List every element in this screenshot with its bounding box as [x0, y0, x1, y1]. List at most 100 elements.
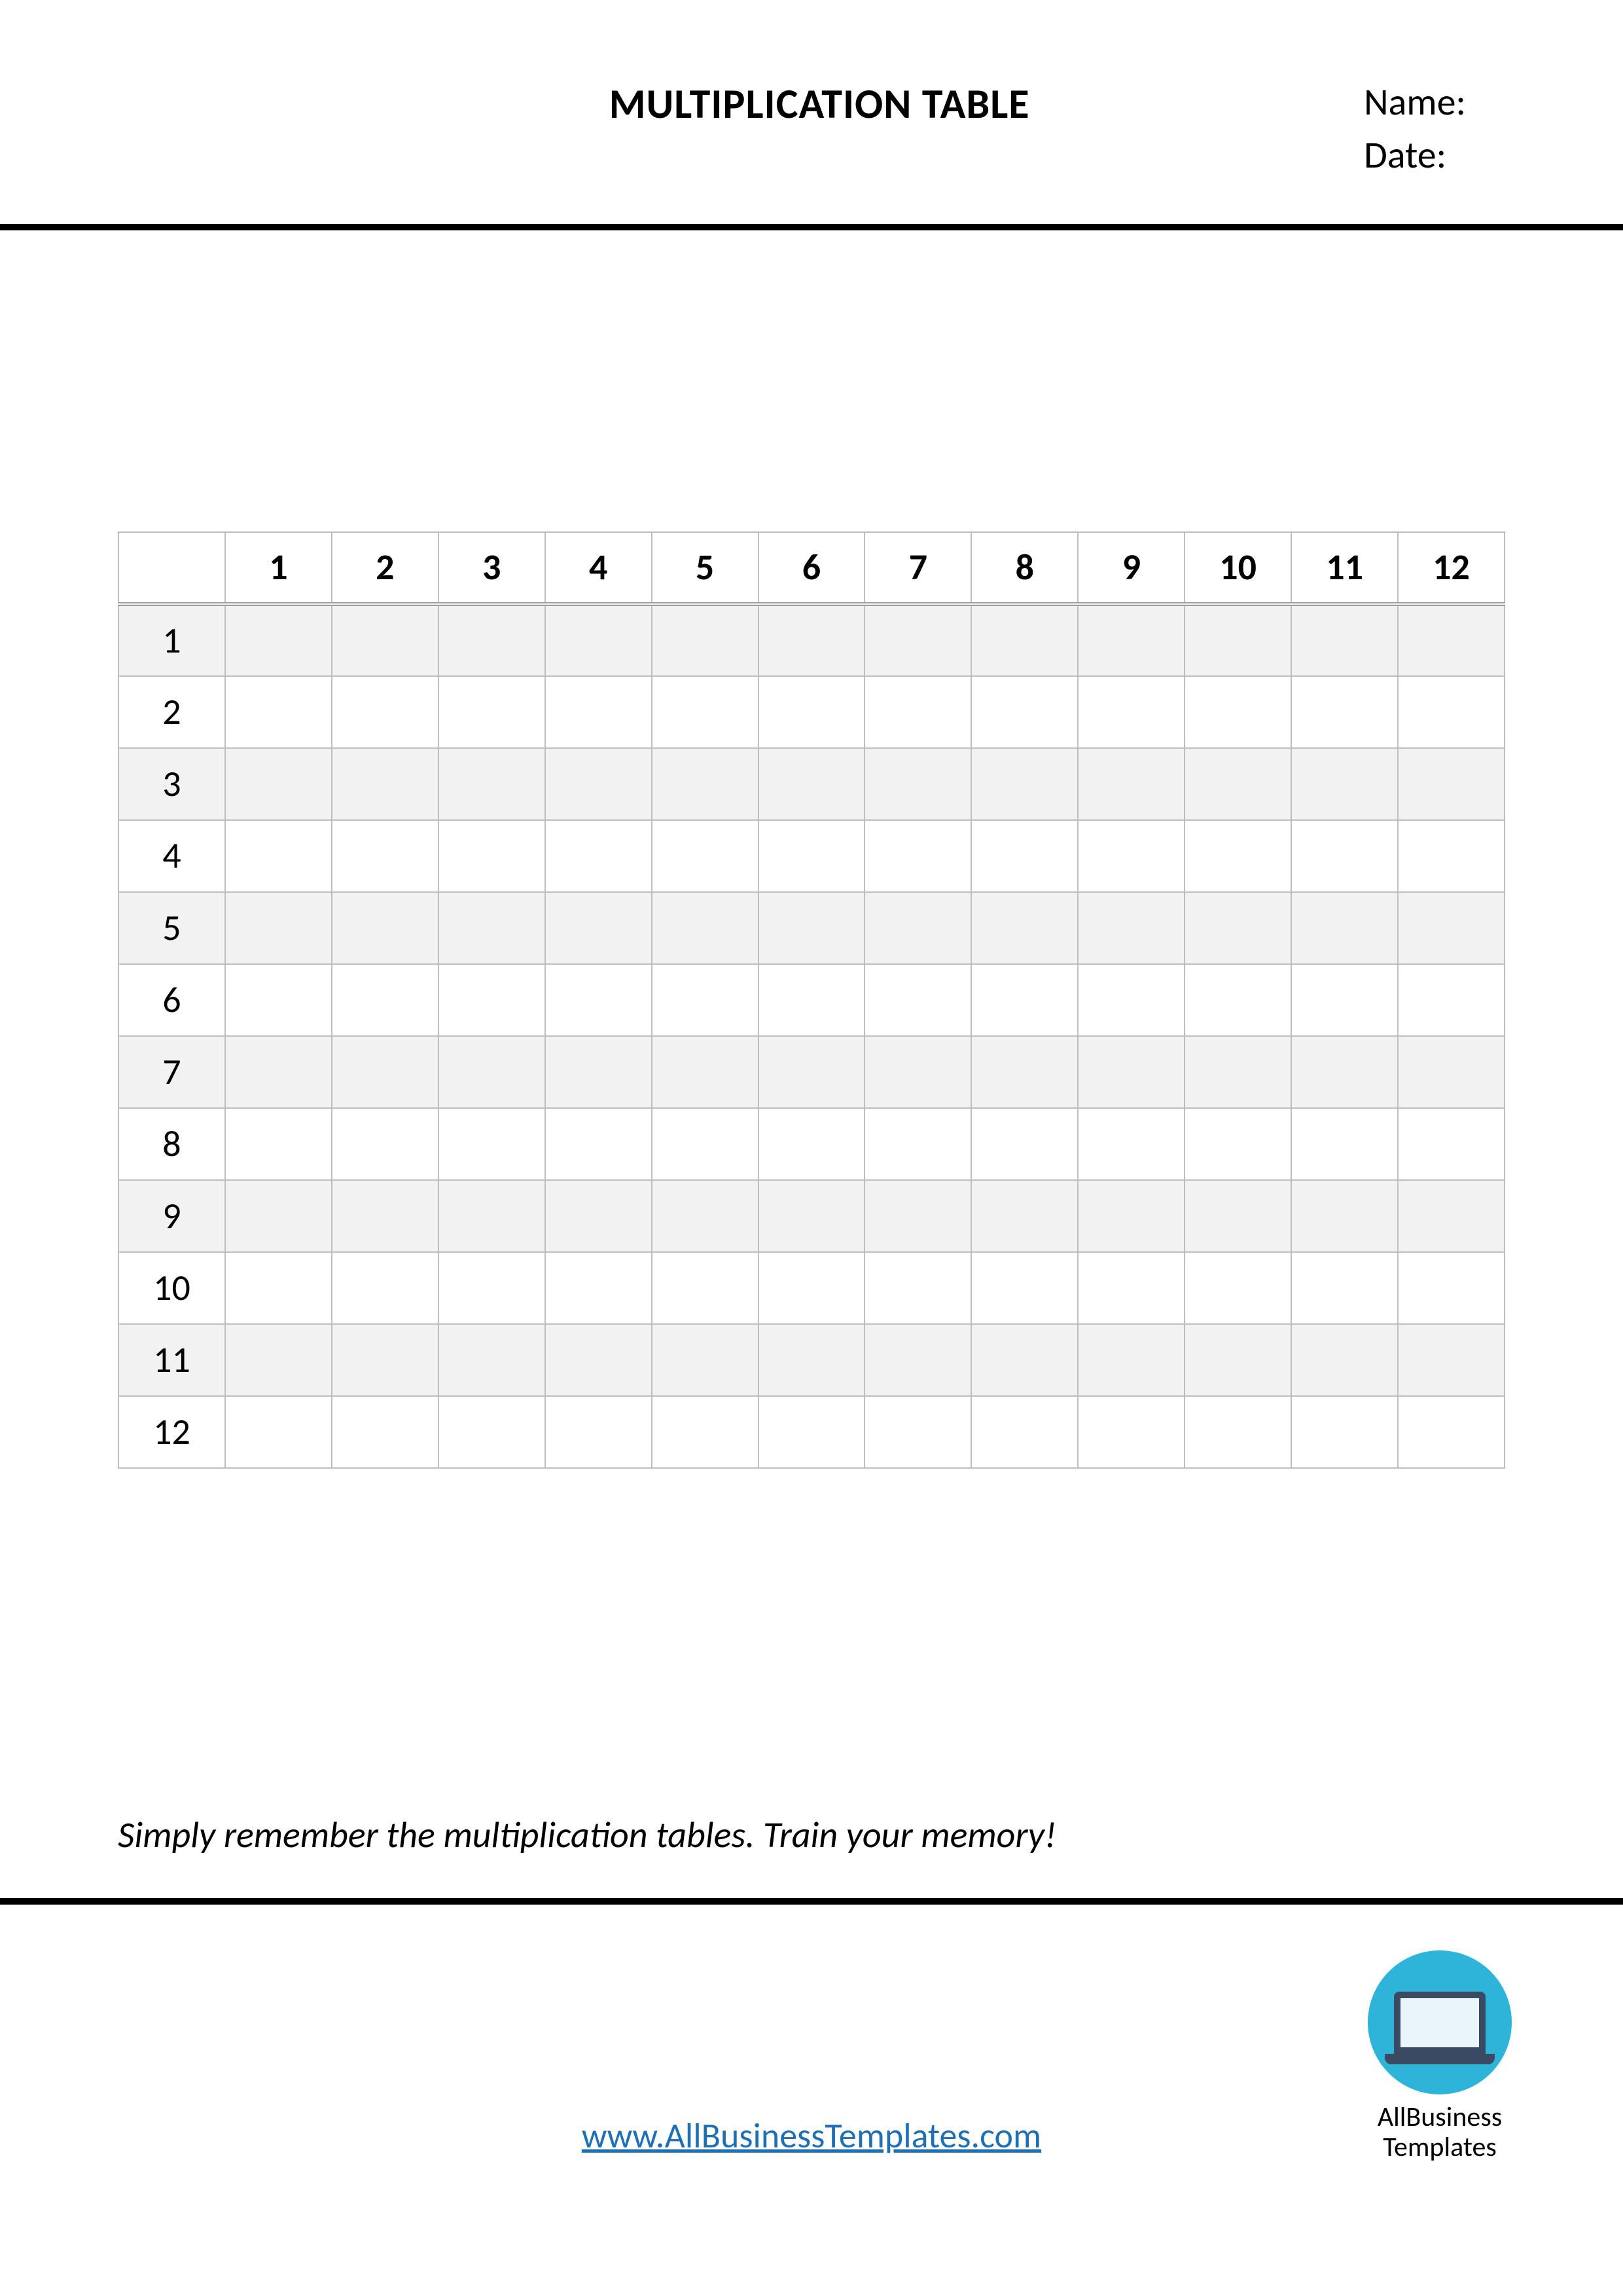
table-cell	[971, 1036, 1078, 1108]
table-cell	[652, 676, 758, 748]
table-cell	[865, 604, 971, 676]
table-cell	[1291, 1252, 1398, 1324]
name-label: Name:	[1364, 79, 1466, 125]
table-cell	[1291, 604, 1398, 676]
table-cell	[1078, 820, 1185, 892]
table-wrap: 1 2 3 4 5 6 7 8 9 10 11 12 1234567891011…	[0, 230, 1623, 1469]
table-cell	[332, 1036, 438, 1108]
row-header: 9	[118, 1180, 225, 1252]
row-header: 1	[118, 604, 225, 676]
table-cell	[865, 748, 971, 820]
table-row: 6	[118, 964, 1505, 1036]
table-row: 11	[118, 1324, 1505, 1396]
table-row: 1	[118, 604, 1505, 676]
table-cell	[332, 1396, 438, 1468]
table-cell	[865, 892, 971, 964]
table-cell	[225, 604, 332, 676]
table-cell	[1078, 676, 1185, 748]
table-cell	[225, 1396, 332, 1468]
table-cell	[758, 676, 865, 748]
col-header: 3	[438, 532, 545, 604]
table-cell	[1185, 964, 1291, 1036]
table-cell	[1185, 1396, 1291, 1468]
table-row: 2	[118, 676, 1505, 748]
table-cell	[1185, 892, 1291, 964]
table-cell	[332, 748, 438, 820]
table-cell	[1185, 1252, 1291, 1324]
table-cell	[652, 1108, 758, 1180]
table-cell	[225, 964, 332, 1036]
table-cell	[758, 964, 865, 1036]
col-header: 1	[225, 532, 332, 604]
table-cell	[652, 1252, 758, 1324]
table-cell	[1078, 892, 1185, 964]
table-cell	[438, 604, 545, 676]
table-cell	[1185, 1108, 1291, 1180]
table-cell	[1398, 604, 1505, 676]
table-row: 3	[118, 748, 1505, 820]
table-cell	[332, 892, 438, 964]
table-cell	[971, 1180, 1078, 1252]
table-cell	[865, 1324, 971, 1396]
table-cell	[332, 964, 438, 1036]
table-cell	[1291, 748, 1398, 820]
table-cell	[1398, 1252, 1505, 1324]
row-header: 2	[118, 676, 225, 748]
table-cell	[1398, 1396, 1505, 1468]
table-cell	[332, 1252, 438, 1324]
table-cell	[225, 820, 332, 892]
table-cell	[865, 1180, 971, 1252]
table-cell	[1291, 820, 1398, 892]
site-link[interactable]: www.AllBusinessTemplates.com	[582, 2114, 1041, 2157]
table-cell	[652, 1324, 758, 1396]
table-cell	[971, 1324, 1078, 1396]
col-header: 10	[1185, 532, 1291, 604]
page-title: MULTIPLICATION TABLE	[118, 79, 1364, 130]
table-cell	[1398, 964, 1505, 1036]
table-cell	[971, 1252, 1078, 1324]
table-cell	[652, 1180, 758, 1252]
table-cell	[865, 820, 971, 892]
brand-logo-icon	[1368, 1950, 1512, 2094]
table-cell	[1078, 1180, 1185, 1252]
table-cell	[1398, 1324, 1505, 1396]
table-cell	[545, 1108, 652, 1180]
table-cell	[1398, 820, 1505, 892]
col-header: 11	[1291, 532, 1398, 604]
table-cell	[545, 1036, 652, 1108]
table-cell	[971, 820, 1078, 892]
top-divider	[0, 224, 1623, 230]
table-cell	[1078, 1396, 1185, 1468]
table-cell	[865, 964, 971, 1036]
table-cell	[225, 1252, 332, 1324]
table-cell	[438, 748, 545, 820]
table-cell	[971, 892, 1078, 964]
table-cell	[652, 892, 758, 964]
table-cell	[545, 604, 652, 676]
table-cell	[1185, 1036, 1291, 1108]
table-cell	[1078, 1108, 1185, 1180]
col-header: 7	[865, 532, 971, 604]
table-cell	[971, 1108, 1078, 1180]
table-cell	[1185, 1180, 1291, 1252]
table-cell	[332, 1324, 438, 1396]
table-cell	[545, 1396, 652, 1468]
table-cell	[1398, 1036, 1505, 1108]
table-cell	[332, 820, 438, 892]
table-cell	[1291, 1324, 1398, 1396]
table-cell	[865, 1036, 971, 1108]
row-header: 12	[118, 1396, 225, 1468]
table-cell	[225, 676, 332, 748]
meta-block: Name: Date:	[1364, 79, 1505, 178]
multiplication-table: 1 2 3 4 5 6 7 8 9 10 11 12 1234567891011…	[118, 531, 1505, 1469]
table-row: 10	[118, 1252, 1505, 1324]
row-header: 6	[118, 964, 225, 1036]
table-cell	[865, 1396, 971, 1468]
table-header-row: 1 2 3 4 5 6 7 8 9 10 11 12	[118, 532, 1505, 604]
table-cell	[332, 604, 438, 676]
table-cell	[758, 1324, 865, 1396]
table-cell	[1398, 748, 1505, 820]
table-cell	[438, 1396, 545, 1468]
row-header: 10	[118, 1252, 225, 1324]
table-cell	[1291, 964, 1398, 1036]
